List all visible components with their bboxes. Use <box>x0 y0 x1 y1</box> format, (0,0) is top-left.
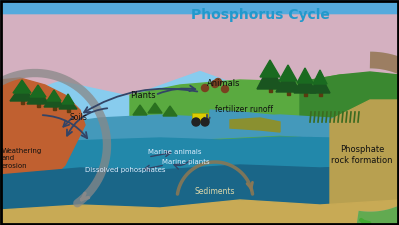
Polygon shape <box>59 98 77 109</box>
Polygon shape <box>0 137 399 225</box>
Polygon shape <box>300 72 399 225</box>
Polygon shape <box>0 15 399 100</box>
Polygon shape <box>230 118 280 132</box>
Polygon shape <box>148 103 162 113</box>
Polygon shape <box>0 115 399 150</box>
Text: Plants: Plants <box>130 90 156 99</box>
Text: Phosphorus Cycle: Phosphorus Cycle <box>191 8 330 22</box>
Text: Sediments: Sediments <box>195 187 235 196</box>
Text: Dissolved pohosphates: Dissolved pohosphates <box>85 167 166 173</box>
Polygon shape <box>310 74 330 93</box>
Circle shape <box>215 79 221 86</box>
Polygon shape <box>0 200 399 225</box>
Circle shape <box>201 118 209 126</box>
Polygon shape <box>294 72 316 93</box>
Bar <box>304 90 306 96</box>
Bar <box>67 106 69 112</box>
Polygon shape <box>313 70 327 84</box>
Polygon shape <box>279 65 297 81</box>
Polygon shape <box>30 85 46 97</box>
Text: Marine plants: Marine plants <box>162 159 209 165</box>
Circle shape <box>201 85 209 92</box>
Polygon shape <box>62 94 74 104</box>
Text: Phosphate
rock formation: Phosphate rock formation <box>331 145 393 165</box>
Polygon shape <box>0 165 399 225</box>
Polygon shape <box>47 90 61 101</box>
Text: Animals: Animals <box>207 79 241 88</box>
Circle shape <box>211 81 219 88</box>
Polygon shape <box>163 106 177 116</box>
Polygon shape <box>133 105 147 115</box>
Polygon shape <box>13 80 31 93</box>
Polygon shape <box>0 78 85 225</box>
Polygon shape <box>130 75 399 225</box>
Text: Marine animals: Marine animals <box>148 149 201 155</box>
Polygon shape <box>297 68 313 83</box>
Bar <box>0 0 399 18</box>
Text: Weathering
and
erosion: Weathering and erosion <box>2 148 42 169</box>
Bar <box>36 101 40 107</box>
Polygon shape <box>44 94 64 107</box>
Bar <box>192 113 208 122</box>
Polygon shape <box>27 89 49 104</box>
Bar <box>20 98 24 104</box>
Polygon shape <box>276 69 300 92</box>
Polygon shape <box>257 64 283 89</box>
Polygon shape <box>260 60 280 77</box>
Text: Soils: Soils <box>70 113 88 122</box>
Circle shape <box>192 118 200 126</box>
Circle shape <box>221 86 229 92</box>
Text: fertilizer runoff: fertilizer runoff <box>215 106 273 115</box>
Bar <box>53 104 55 110</box>
Bar <box>286 89 290 95</box>
Polygon shape <box>10 84 34 101</box>
Bar <box>269 86 271 92</box>
Polygon shape <box>210 110 310 130</box>
Bar <box>318 90 322 96</box>
Polygon shape <box>330 100 399 225</box>
